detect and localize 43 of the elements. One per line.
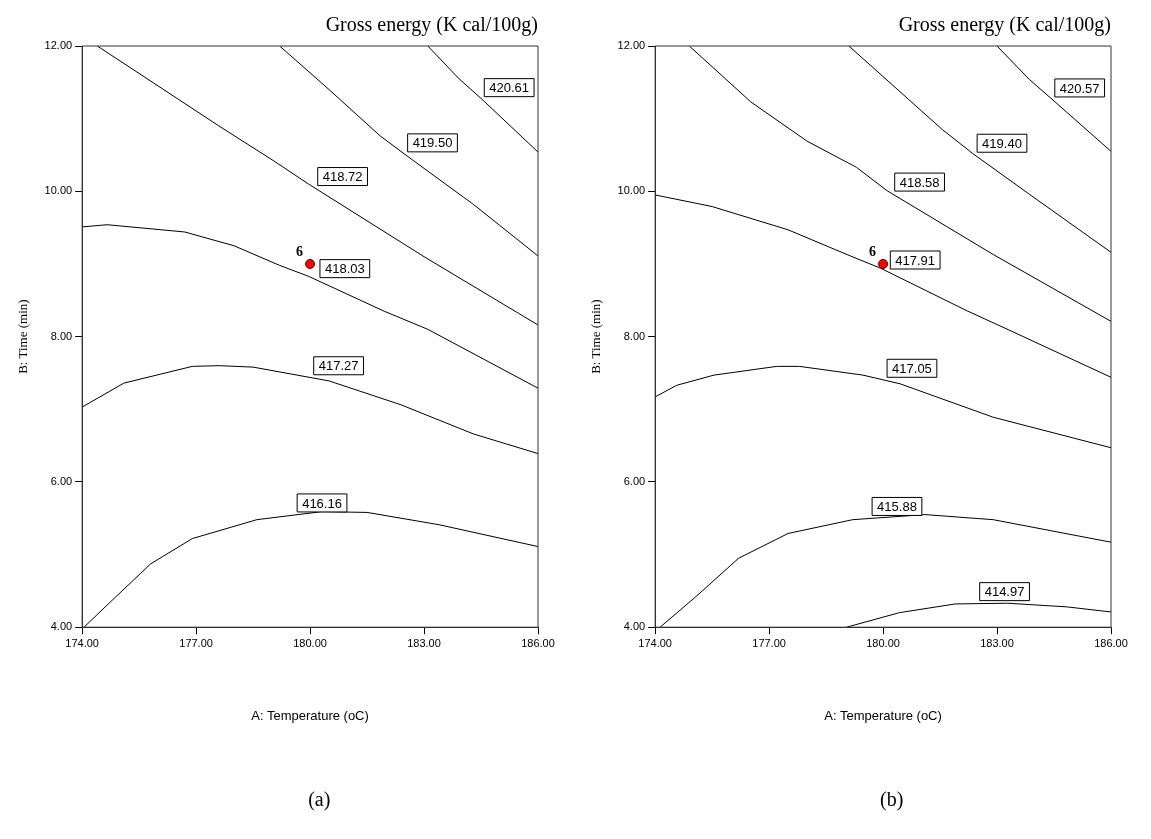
annotation: 6 — [868, 243, 876, 259]
x-tick-label: 180.00 — [293, 636, 327, 649]
y-tick-label: 6.00 — [50, 474, 73, 487]
x-tick-label: 177.00 — [179, 636, 213, 649]
x-tick-label: 174.00 — [65, 636, 99, 649]
series-label: 420.57 — [1059, 80, 1100, 96]
x-tick-label: 186.00 — [521, 636, 555, 649]
chart-title: Gross energy (K cal/100g) — [898, 13, 1111, 37]
y-tick-label: 12.00 — [617, 39, 645, 52]
y-axis-title: B: Time (min) — [587, 299, 603, 374]
x-axis-title: A: Temperature (oC) — [823, 707, 942, 723]
series-label: 420.61 — [489, 80, 530, 96]
x-tick-label: 177.00 — [751, 636, 786, 649]
annotation: 6 — [296, 243, 304, 259]
series-label: 416.16 — [302, 495, 342, 511]
x-tick-label: 183.00 — [407, 636, 441, 649]
x-axis-title: A: Temperature (oC) — [251, 707, 369, 723]
series-label: 415.88 — [876, 499, 917, 515]
text: (b) — [879, 788, 905, 811]
x-tick-label: 186.00 — [1093, 636, 1128, 649]
x-tick-label: 180.00 — [865, 636, 900, 649]
y-tick-label: 4.00 — [50, 620, 73, 633]
series-label: 414.97 — [984, 584, 1024, 600]
chart-title: Gross energy (K cal/100g) — [325, 13, 538, 37]
series-label: 418.58 — [899, 174, 939, 190]
y-tick-label: 10.00 — [617, 184, 645, 197]
series-label: 419.40 — [981, 135, 1022, 151]
y-tick-label: 8.00 — [50, 329, 73, 342]
series-label: 417.05 — [891, 360, 932, 376]
series-label: 419.50 — [412, 135, 453, 151]
y-axis-title: B: Time (min) — [15, 299, 31, 374]
y-tick-label: 10.00 — [44, 184, 73, 197]
x-tick-label: 174.00 — [637, 636, 672, 649]
series-label: 418.72 — [322, 169, 363, 185]
y-tick-label: 12.00 — [44, 39, 73, 52]
x-tick-label: 183.00 — [979, 636, 1014, 649]
series-label: 417.91 — [894, 252, 935, 268]
series-label: 418.03 — [324, 261, 365, 277]
y-tick-label: 6.00 — [623, 474, 645, 487]
text: (a) — [307, 788, 332, 811]
y-tick-label: 8.00 — [623, 329, 645, 342]
series-label: 417.27 — [318, 358, 359, 374]
y-tick-label: 4.00 — [623, 620, 645, 633]
